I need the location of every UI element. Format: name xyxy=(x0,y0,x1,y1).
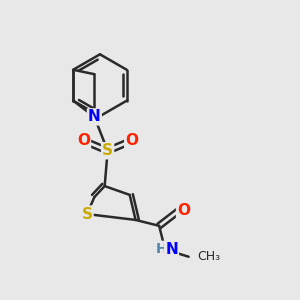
Text: O: O xyxy=(125,133,138,148)
Text: H: H xyxy=(156,242,167,256)
Text: S: S xyxy=(102,143,113,158)
Text: CH₃: CH₃ xyxy=(197,250,220,263)
Text: S: S xyxy=(82,206,92,221)
Text: O: O xyxy=(77,133,90,148)
Text: N: N xyxy=(165,242,178,257)
Text: O: O xyxy=(177,203,190,218)
Text: N: N xyxy=(88,110,101,124)
